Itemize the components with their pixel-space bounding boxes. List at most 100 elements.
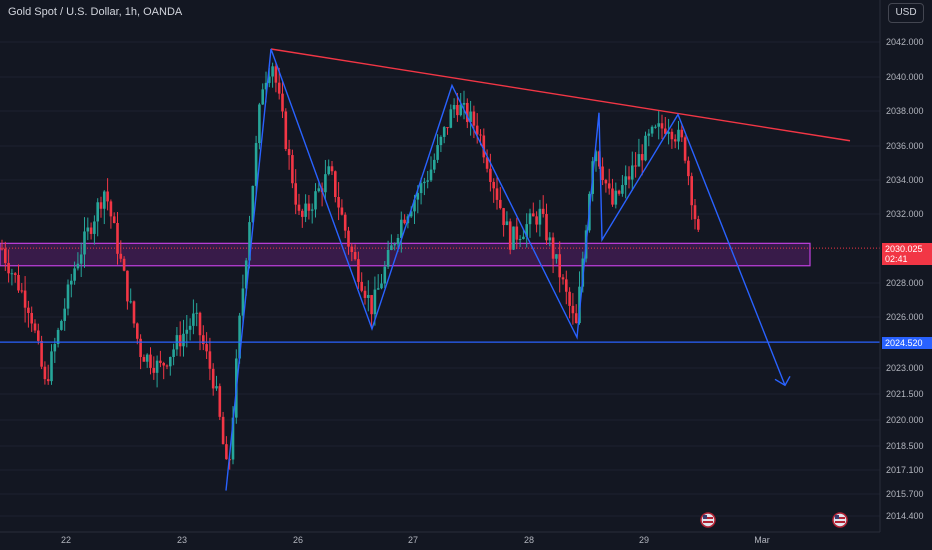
candle xyxy=(617,189,621,196)
candle xyxy=(172,343,175,366)
candle-body xyxy=(152,367,156,373)
candle xyxy=(386,240,390,269)
candle xyxy=(574,304,578,324)
candle xyxy=(208,337,212,381)
candle xyxy=(654,124,657,129)
candle-body xyxy=(466,102,469,122)
candle xyxy=(56,327,60,348)
candle-body xyxy=(79,254,83,264)
candle-body xyxy=(522,236,525,240)
candle-body xyxy=(499,199,502,209)
candle-body xyxy=(594,151,598,162)
candle-body xyxy=(112,216,116,223)
candle-body xyxy=(627,176,631,180)
candle-body xyxy=(4,248,7,264)
candle xyxy=(301,208,304,228)
candle xyxy=(284,108,288,152)
candle xyxy=(330,161,334,176)
time-tick-label: 27 xyxy=(408,535,418,545)
candle xyxy=(433,153,436,174)
candle-body xyxy=(129,301,132,303)
candle-body xyxy=(571,305,575,314)
candle xyxy=(508,218,512,255)
candle-body xyxy=(614,190,618,205)
candle-body xyxy=(281,93,284,112)
candle-body xyxy=(640,154,644,161)
candle-body xyxy=(508,221,512,250)
candle xyxy=(0,239,4,251)
candle-body xyxy=(215,386,218,389)
candle-body xyxy=(76,263,80,269)
candle xyxy=(119,240,123,263)
candle-body xyxy=(396,237,400,245)
candle xyxy=(347,226,350,255)
candle xyxy=(482,128,486,164)
candle-body xyxy=(139,338,142,358)
candle-body xyxy=(43,366,47,380)
candle-body xyxy=(73,268,76,281)
candle-body xyxy=(188,325,192,330)
candle-body xyxy=(53,344,57,352)
candle xyxy=(205,332,208,360)
candle xyxy=(469,100,472,136)
candle-body xyxy=(103,191,106,209)
candle-body xyxy=(291,155,294,184)
candle xyxy=(334,170,337,203)
candle xyxy=(225,436,228,460)
candle-body xyxy=(604,180,608,184)
candle xyxy=(512,226,515,251)
candle-body xyxy=(403,219,406,224)
candle-body xyxy=(607,183,611,189)
candle-body xyxy=(409,211,413,217)
candle xyxy=(357,251,360,289)
current-price-label: 2030.025 02:41 xyxy=(882,243,932,265)
candle-body xyxy=(535,216,538,225)
candle-body xyxy=(162,362,165,366)
candle-body xyxy=(489,168,492,182)
candle-body xyxy=(254,143,258,186)
candle-body xyxy=(650,126,654,134)
candle xyxy=(60,319,63,331)
candle-body xyxy=(561,277,565,280)
us-event-flag-icon xyxy=(700,512,716,528)
candle xyxy=(17,264,20,293)
candle-body xyxy=(165,365,169,367)
candle-body xyxy=(637,154,641,167)
candle-body xyxy=(644,135,647,161)
candle xyxy=(294,169,297,215)
candle-body xyxy=(264,82,268,90)
candle-body xyxy=(225,444,228,460)
candle xyxy=(324,159,327,200)
candle-body xyxy=(23,290,27,308)
candle xyxy=(532,202,535,217)
candle xyxy=(426,170,429,189)
candle xyxy=(528,208,532,238)
candle-body xyxy=(251,185,255,223)
candle-body xyxy=(442,127,446,137)
candle-body xyxy=(492,181,495,189)
currency-button[interactable]: USD xyxy=(888,3,924,23)
candle xyxy=(142,354,146,362)
candle-body xyxy=(96,202,99,222)
candle-body xyxy=(63,308,66,321)
candle xyxy=(400,211,403,253)
time-tick-label: 22 xyxy=(61,535,71,545)
candle-body xyxy=(357,259,360,282)
candle xyxy=(99,196,103,218)
drawings-layer xyxy=(0,48,880,491)
candle xyxy=(492,178,495,203)
candle xyxy=(571,293,575,325)
candle-body xyxy=(525,224,528,237)
candle-body xyxy=(452,105,456,110)
candle-body xyxy=(46,379,50,382)
candle-body xyxy=(515,226,519,240)
candle-body xyxy=(350,246,354,253)
candle-body xyxy=(66,284,70,309)
candle-body xyxy=(301,210,304,217)
candle xyxy=(188,318,192,341)
candle-body xyxy=(426,180,429,182)
grid-lines xyxy=(0,41,880,517)
candle xyxy=(403,214,406,225)
candle xyxy=(541,195,545,218)
